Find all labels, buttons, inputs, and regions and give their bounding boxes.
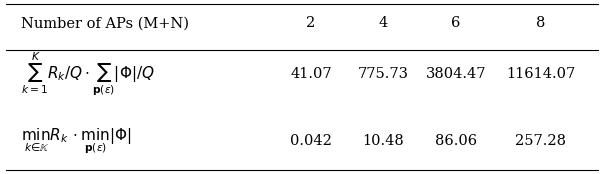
Text: Number of APs (M+N): Number of APs (M+N)	[21, 17, 189, 30]
Text: $\sum_{k=1}^{K} R_k/Q\cdot \sum_{\mathbf{p}(\epsilon)} |\Phi|/Q$: $\sum_{k=1}^{K} R_k/Q\cdot \sum_{\mathbf…	[21, 50, 155, 98]
Text: 11614.07: 11614.07	[506, 67, 575, 81]
Text: 4: 4	[379, 17, 388, 30]
Text: 86.06: 86.06	[435, 134, 477, 148]
Text: 6: 6	[451, 17, 461, 30]
Text: 3804.47: 3804.47	[426, 67, 486, 81]
Text: 257.28: 257.28	[515, 134, 566, 148]
Text: 8: 8	[536, 17, 545, 30]
Text: 0.042: 0.042	[290, 134, 332, 148]
Text: 775.73: 775.73	[358, 67, 409, 81]
Text: 2: 2	[306, 17, 316, 30]
Text: 41.07: 41.07	[291, 67, 332, 81]
Text: $\min_{k\in\mathbb{K}} R_k\cdot\min_{\mathbf{p}(\epsilon)} |\Phi|$: $\min_{k\in\mathbb{K}} R_k\cdot\min_{\ma…	[21, 126, 132, 156]
Text: 10.48: 10.48	[362, 134, 405, 148]
